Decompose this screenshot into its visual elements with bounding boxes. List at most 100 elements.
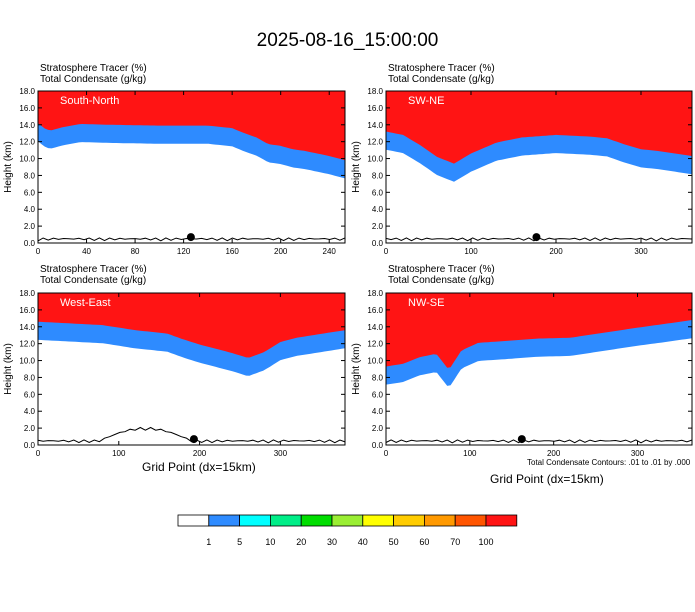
y-tick-label: 6.0 <box>24 188 36 197</box>
colorbar-label: 10 <box>265 537 275 547</box>
colorbar-swatch <box>423 514 456 527</box>
x-tick-label: 120 <box>177 247 191 256</box>
x-axis-title: Grid Point (dx=15km) <box>490 472 604 486</box>
colorbar-label: 1 <box>206 537 211 547</box>
location-marker <box>189 435 198 444</box>
x-tick-label: 80 <box>131 247 140 256</box>
tracer-contour-band <box>386 293 692 379</box>
colorbar-swatch <box>239 514 271 527</box>
tracer-contour-band <box>38 91 345 177</box>
plot-background <box>38 293 345 445</box>
colorbar-swatch <box>454 514 487 527</box>
panel-name: West-East <box>60 297 111 309</box>
tracer-contour-band <box>386 91 692 164</box>
y-tick-label: 18.0 <box>367 87 383 96</box>
tracer-contour-band <box>386 293 692 375</box>
y-tick-label: 2.0 <box>372 222 384 231</box>
colorbar-label: 70 <box>450 537 460 547</box>
colorbar-swatch <box>362 514 395 527</box>
terrain-line <box>385 439 693 444</box>
plot-background <box>386 293 692 445</box>
tracer-contour-band <box>38 293 345 371</box>
plot-frame <box>385 90 693 244</box>
y-tick-label: 0.0 <box>372 441 384 450</box>
tracer-contour-band <box>38 293 345 361</box>
y-tick-label: 4.0 <box>24 205 36 214</box>
plot-background <box>38 91 345 243</box>
colorbar-swatch <box>300 514 333 527</box>
stratosphere-tracer-fill <box>38 293 345 358</box>
y-tick-label: 18.0 <box>19 87 35 96</box>
colorbar-swatch <box>270 514 302 527</box>
tracer-contour-band <box>38 91 345 164</box>
y-tick-label: 6.0 <box>372 390 384 399</box>
panel-label-tracer: Stratosphere Tracer (%) <box>388 264 495 275</box>
x-tick-label: 240 <box>323 247 337 256</box>
panel-label-condensate: Total Condensate (g/kg) <box>40 275 147 286</box>
tracer-contour-band <box>386 293 692 383</box>
x-tick-label: 300 <box>274 449 288 458</box>
y-tick-label: 14.0 <box>19 121 35 130</box>
x-tick-label: 0 <box>36 247 41 256</box>
tracer-contour-band <box>38 91 345 173</box>
plot-frame <box>385 292 693 446</box>
x-tick-label: 160 <box>225 247 239 256</box>
tracer-contour-band <box>38 293 345 363</box>
y-tick-label: 12.0 <box>367 340 383 349</box>
tracer-contour-band <box>38 293 345 372</box>
tracer-contour-band <box>386 91 692 175</box>
tracer-contour-band <box>38 91 345 170</box>
y-tick-label: 4.0 <box>24 407 36 416</box>
panel-label-condensate: Total Condensate (g/kg) <box>40 74 147 85</box>
x-tick-label: 300 <box>631 449 645 458</box>
x-tick-label: 0 <box>36 449 41 458</box>
tracer-contour-band <box>386 91 692 178</box>
panel-label-condensate: Total Condensate (g/kg) <box>388 74 495 85</box>
tracer-contour-band <box>386 91 692 173</box>
tracer-contour-band <box>38 91 345 172</box>
panel-label-tracer: Stratosphere Tracer (%) <box>388 63 495 74</box>
y-tick-label: 16.0 <box>367 104 383 113</box>
tracer-contour-band <box>38 293 345 369</box>
x-tick-label: 0 <box>384 449 389 458</box>
tracer-contour-band <box>386 293 692 377</box>
contour-note: Total Condensate Contours: .01 to .01 by… <box>527 458 691 467</box>
y-tick-label: 12.0 <box>19 138 35 147</box>
figure-title: 2025-08-16_15:00:00 <box>256 30 439 51</box>
y-tick-label: 0.0 <box>24 441 36 450</box>
tracer-contour-band <box>386 91 692 169</box>
y-tick-label: 16.0 <box>19 104 35 113</box>
y-tick-label: 10.0 <box>367 357 383 366</box>
y-tick-label: 6.0 <box>24 390 36 399</box>
panel-name: NW-SE <box>408 297 444 309</box>
y-tick-label: 16.0 <box>367 306 383 315</box>
x-tick-label: 100 <box>464 247 478 256</box>
tracer-contour-band <box>386 91 692 180</box>
terrain-line <box>385 237 693 242</box>
x-tick-label: 100 <box>463 449 477 458</box>
colorbar: 1 5 10 20 30 40 50 60 70 100 <box>177 514 518 547</box>
tracer-contour-band <box>38 293 345 365</box>
tracer-contour-band <box>386 293 692 371</box>
y-tick-label: 0.0 <box>24 239 36 248</box>
x-tick-label: 200 <box>193 449 207 458</box>
tracer-contour-band <box>38 91 345 168</box>
tracer-contour-band <box>38 293 345 367</box>
tracer-contour-band <box>38 293 345 358</box>
y-tick-label: 4.0 <box>372 407 384 416</box>
tracer-contour-band <box>38 293 345 374</box>
y-axis-title: Height (km) <box>3 141 14 193</box>
terrain-line <box>37 237 346 242</box>
y-tick-label: 2.0 <box>372 424 384 433</box>
tracer-contour-band <box>386 293 692 373</box>
plot-background <box>386 91 692 243</box>
tracer-contour-band <box>38 293 345 376</box>
colorbar-label: 60 <box>419 537 429 547</box>
y-tick-label: 14.0 <box>19 323 35 332</box>
tracer-contour-band <box>38 91 345 166</box>
colorbar-label: 30 <box>327 537 337 547</box>
x-tick-label: 300 <box>634 247 648 256</box>
y-tick-label: 18.0 <box>19 289 35 298</box>
tracer-contour-band <box>386 91 692 177</box>
y-tick-label: 8.0 <box>372 171 384 180</box>
